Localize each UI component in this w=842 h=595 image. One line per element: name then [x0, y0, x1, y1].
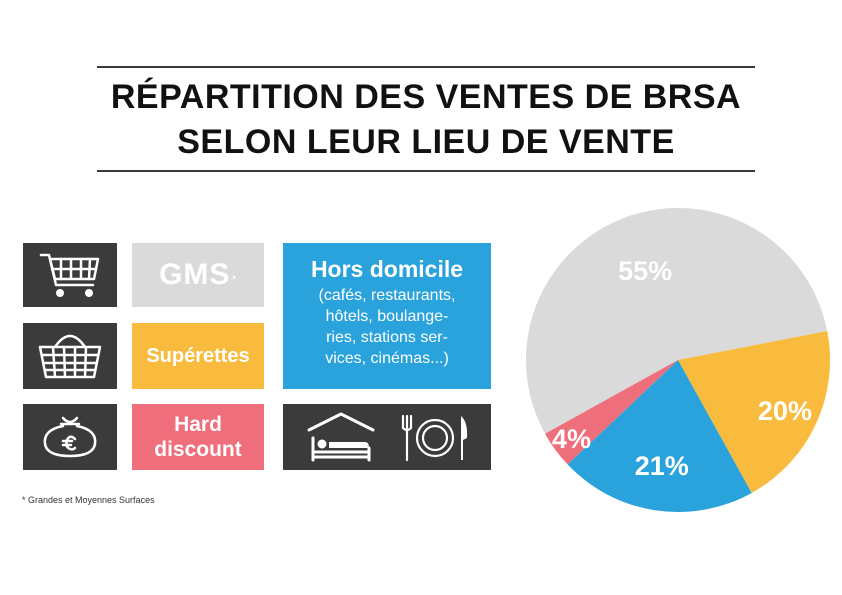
pie-slice-hard-discount	[545, 360, 678, 465]
shopping-cart-icon	[39, 253, 100, 297]
legend-superettes: Supérettes	[132, 323, 264, 389]
money-bag-euro-icon	[43, 416, 97, 458]
hors-domicile-icons-tile	[283, 404, 491, 470]
title-line-1: RÉPARTITION DES VENTES DE BRSA	[110, 78, 742, 116]
pie-slice-hors-domicile	[567, 360, 752, 512]
pie-label-superettes: 20%	[758, 396, 812, 426]
shopping-basket-icon	[38, 334, 102, 379]
hors-desc-line: ries, stations ser-	[326, 329, 448, 346]
legend-hors-domicile-title: Hors domicile	[310, 256, 464, 282]
legend-gms-label: GMS	[159, 258, 231, 291]
pie-chart: 55% 20% 21% 4%	[526, 207, 830, 512]
hors-desc-line: (cafés, restaurants,	[318, 287, 456, 304]
legend-gms: GMS *	[132, 243, 264, 307]
legend-hors-domicile-description: (cafés, restaurants, hôtels, boulange- r…	[283, 285, 491, 369]
title-rule-top	[97, 66, 755, 68]
pie-slice-superettes	[678, 330, 830, 493]
legend-hard-discount-line1: Hard	[174, 413, 222, 436]
basket-tile	[23, 323, 117, 389]
legend-hard-discount: Hard discount	[132, 404, 264, 470]
pie-label-hard-discount: 4%	[552, 424, 591, 454]
pie-label-hors-domicile: 21%	[635, 451, 689, 481]
footnote: * Grandes et Moyennes Surfaces	[22, 495, 155, 505]
pie-slice-gms	[526, 207, 828, 434]
money-bag-tile	[23, 404, 117, 470]
fork-plate-knife-icon	[401, 414, 468, 462]
pie-label-gms: 55%	[618, 256, 672, 286]
legend-hard-discount-line2: discount	[154, 438, 242, 461]
cart-tile	[23, 243, 117, 307]
legend-hors-domicile: Hors domicile (cafés, restaurants, hôtel…	[283, 243, 491, 389]
hotel-bed-icon	[307, 412, 375, 462]
hors-desc-line: hôtels, boulange-	[325, 308, 449, 325]
title-rule-bottom	[97, 170, 755, 172]
title-line-2: SELON LEUR LIEU DE VENTE	[177, 123, 675, 161]
legend-gms-marker: *	[232, 274, 237, 284]
hors-desc-line: vices, cinémas...)	[325, 350, 449, 367]
